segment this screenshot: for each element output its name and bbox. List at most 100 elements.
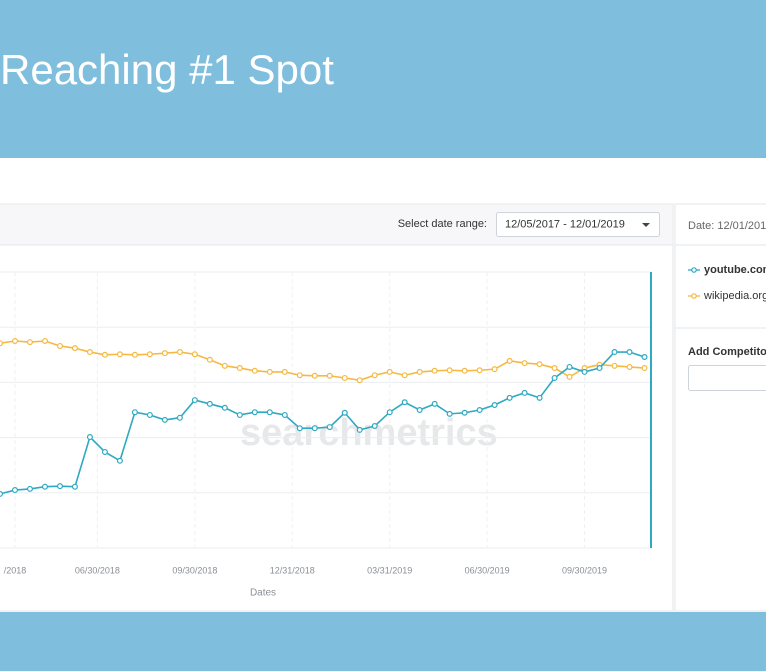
point bbox=[41, 338, 48, 345]
point bbox=[491, 402, 498, 409]
date-range-dropdown[interactable] bbox=[496, 212, 660, 237]
point bbox=[221, 362, 228, 369]
point bbox=[611, 362, 618, 369]
side-panel bbox=[674, 203, 766, 612]
x-tick-label: /2018 bbox=[4, 565, 27, 575]
point bbox=[161, 416, 168, 423]
point bbox=[296, 372, 303, 379]
point bbox=[491, 366, 498, 373]
x-tick-label: 12/31/2018 bbox=[270, 565, 315, 575]
point bbox=[71, 483, 78, 490]
point bbox=[26, 339, 33, 346]
point bbox=[581, 368, 588, 375]
side-date: Date: 12/01/2019 bbox=[688, 220, 766, 232]
point bbox=[326, 424, 333, 431]
dropdown-caret bbox=[642, 223, 650, 227]
point bbox=[176, 414, 183, 421]
point bbox=[341, 374, 348, 381]
header-band bbox=[0, 0, 766, 158]
point bbox=[551, 365, 558, 372]
point bbox=[326, 372, 333, 379]
legend-icon bbox=[691, 293, 697, 299]
point bbox=[626, 349, 633, 356]
x-tick-label: 09/30/2018 bbox=[172, 565, 217, 575]
point bbox=[281, 368, 288, 375]
legend-label: wikipedia.org bbox=[703, 290, 766, 302]
point bbox=[626, 363, 633, 370]
point bbox=[416, 368, 423, 375]
point bbox=[461, 409, 468, 416]
point bbox=[536, 361, 543, 368]
point bbox=[26, 485, 33, 492]
point bbox=[116, 351, 123, 358]
point bbox=[506, 357, 513, 364]
point bbox=[446, 410, 453, 417]
point bbox=[476, 367, 483, 374]
point bbox=[386, 368, 393, 375]
point bbox=[131, 409, 138, 416]
point bbox=[341, 409, 348, 416]
chart-panel bbox=[0, 203, 674, 612]
point bbox=[536, 394, 543, 401]
x-axis-label: Dates bbox=[250, 588, 276, 599]
point bbox=[371, 372, 378, 379]
x-tick-label: 06/30/2018 bbox=[75, 565, 120, 575]
point bbox=[641, 365, 648, 372]
point bbox=[356, 426, 363, 433]
point bbox=[101, 448, 108, 455]
point bbox=[236, 365, 243, 372]
point bbox=[251, 367, 258, 374]
point bbox=[611, 349, 618, 356]
point bbox=[86, 434, 93, 441]
point bbox=[71, 345, 78, 352]
point bbox=[191, 397, 198, 404]
point bbox=[566, 373, 573, 380]
point bbox=[401, 372, 408, 379]
point bbox=[221, 404, 228, 411]
point bbox=[56, 483, 63, 490]
point bbox=[296, 425, 303, 432]
point bbox=[521, 360, 528, 367]
point bbox=[566, 363, 573, 370]
point bbox=[506, 394, 513, 401]
point bbox=[371, 423, 378, 430]
point bbox=[551, 374, 558, 381]
point bbox=[11, 487, 18, 494]
point bbox=[311, 425, 318, 432]
point bbox=[521, 389, 528, 396]
point bbox=[0, 490, 3, 497]
point bbox=[641, 354, 648, 361]
point bbox=[116, 457, 123, 464]
point bbox=[176, 349, 183, 356]
x-tick-label: 06/30/2019 bbox=[465, 565, 510, 575]
point bbox=[146, 351, 153, 358]
point bbox=[41, 483, 48, 490]
point bbox=[356, 377, 363, 384]
point bbox=[206, 400, 213, 407]
point bbox=[0, 340, 3, 347]
point bbox=[131, 351, 138, 358]
point bbox=[461, 367, 468, 374]
point bbox=[251, 409, 258, 416]
add-competitor-label: Add Competitor bbox=[688, 346, 766, 358]
watermark: searchmetrics bbox=[240, 412, 498, 454]
point bbox=[431, 367, 438, 374]
point bbox=[56, 342, 63, 349]
point bbox=[416, 407, 423, 414]
plot: /2018 06/30/2018 09/30/2018 12/31/2018 03/31… bbox=[0, 271, 652, 599]
footer-band bbox=[0, 612, 766, 671]
point bbox=[401, 399, 408, 406]
point bbox=[386, 409, 393, 416]
point bbox=[206, 356, 213, 363]
point bbox=[236, 411, 243, 418]
date-range-value[interactable]: 12/05/2017 - 12/01/2019 bbox=[505, 218, 625, 230]
competitor-input[interactable] bbox=[688, 365, 766, 391]
point bbox=[476, 407, 483, 414]
point bbox=[161, 350, 168, 357]
point bbox=[191, 351, 198, 358]
legend-icon bbox=[691, 267, 697, 273]
point bbox=[431, 400, 438, 407]
x-tick-label: 03/31/2019 bbox=[367, 565, 412, 575]
point bbox=[281, 411, 288, 418]
